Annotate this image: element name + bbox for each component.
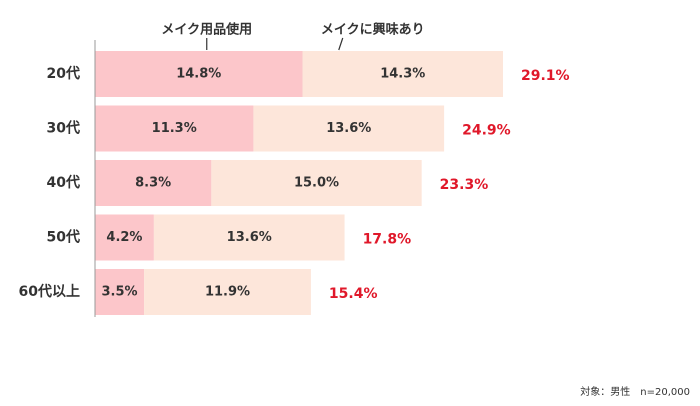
- bar-segment: [95, 51, 303, 97]
- total-label: 29.1%: [521, 68, 570, 84]
- bar-segment: [211, 160, 422, 206]
- total-label: 15.4%: [329, 286, 378, 302]
- footnote: 対象：男性 n=20,000: [580, 385, 690, 398]
- value-label: 14.8%: [176, 67, 221, 82]
- bar-segment: [95, 214, 154, 261]
- category-label: 20代: [47, 65, 80, 82]
- bar-segment: [95, 160, 212, 206]
- category-label: 60代以上: [19, 283, 80, 300]
- category-label: 40代: [47, 174, 80, 191]
- legend-pointer: [338, 37, 344, 51]
- legend-label: メイク用品使用: [161, 22, 252, 38]
- category-label: 30代: [47, 120, 80, 137]
- total-label: 23.3%: [440, 177, 489, 193]
- value-label: 13.6%: [326, 121, 371, 136]
- bar-segment: [302, 51, 503, 97]
- legend-label: メイクに興味あり: [321, 22, 425, 38]
- total-label: 24.9%: [462, 123, 511, 139]
- value-label: 4.2%: [106, 230, 142, 245]
- category-label: 50代: [47, 229, 80, 246]
- total-label: 17.8%: [363, 232, 412, 248]
- bar-segment: [153, 214, 345, 261]
- bar-segment: [95, 105, 254, 152]
- value-label: 11.3%: [152, 121, 197, 136]
- value-label: 13.6%: [227, 230, 272, 245]
- bar-segment: [95, 269, 145, 315]
- value-label: 15.0%: [294, 176, 339, 191]
- value-label: 14.3%: [380, 67, 425, 82]
- value-label: 11.9%: [205, 285, 250, 300]
- bar-segment: [144, 269, 311, 315]
- value-label: 3.5%: [102, 285, 138, 300]
- value-label: 8.3%: [135, 176, 171, 191]
- bar-segment: [253, 105, 445, 152]
